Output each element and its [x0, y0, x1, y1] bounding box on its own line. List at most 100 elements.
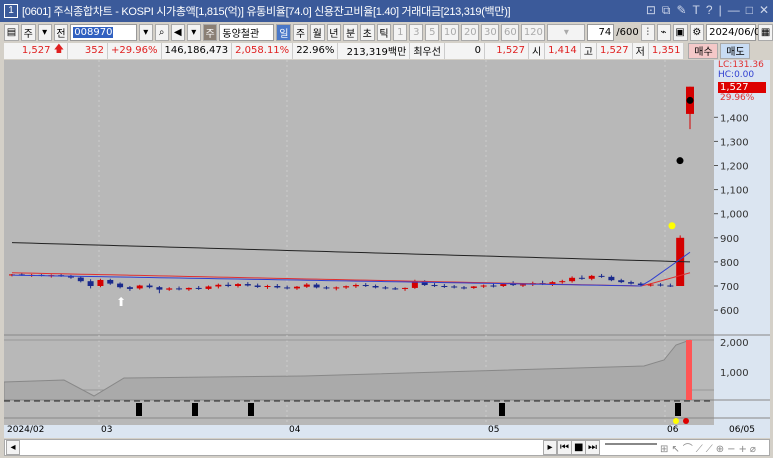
- candle: [166, 288, 173, 290]
- scroll-left-button[interactable]: ◂: [6, 440, 20, 455]
- trade-amount: 213,319백만: [338, 42, 411, 59]
- candle: [598, 275, 605, 277]
- signal-bar: [675, 403, 681, 416]
- candle: [382, 287, 389, 289]
- stock-code-input[interactable]: 008970: [73, 26, 114, 38]
- drawing-tools[interactable]: ⊞↖⌒⟋⟋⊕−+⌀: [660, 444, 759, 455]
- candle: [97, 279, 104, 286]
- candle: [402, 287, 409, 289]
- calendar-icon[interactable]: ▦: [758, 23, 773, 41]
- period-month[interactable]: 월: [309, 23, 325, 41]
- interval-second[interactable]: 초: [359, 23, 375, 41]
- save-icon[interactable]: ▣: [672, 23, 688, 41]
- help-icon[interactable]: ?: [705, 3, 713, 17]
- window-title: [0601] 주식종합차트 - KOSPI 시가총액[1,815(억)] 유통비…: [22, 6, 511, 18]
- candle: [667, 285, 674, 287]
- num-10[interactable]: 10: [441, 23, 460, 41]
- low-value: 1,351: [648, 42, 685, 59]
- date-label: 06/05: [729, 425, 755, 435]
- num-120[interactable]: 120: [521, 23, 546, 41]
- count-input[interactable]: 74: [587, 23, 615, 41]
- edit-icon[interactable]: ✎: [676, 3, 687, 17]
- sell-button[interactable]: 매도: [720, 42, 751, 59]
- speaker-icon[interactable]: ◀: [170, 23, 185, 41]
- volume-rate: 2,058.11%: [232, 42, 294, 59]
- candle: [618, 280, 625, 283]
- candle: [490, 285, 497, 287]
- axis-tick-label: 1,100: [720, 186, 749, 197]
- candle: [421, 281, 428, 286]
- date-input[interactable]: 2024/06/05: [706, 23, 767, 41]
- date-label: 03: [101, 425, 113, 435]
- line-icon[interactable]: ⌁: [656, 23, 671, 41]
- candle: [146, 285, 153, 288]
- candle: [628, 282, 635, 284]
- panel-icon[interactable]: ▤: [4, 23, 19, 41]
- candle: [293, 286, 300, 289]
- candle: [657, 284, 664, 286]
- num-30[interactable]: 30: [481, 23, 500, 41]
- candle: [225, 284, 232, 286]
- candle: [274, 286, 281, 288]
- candle: [185, 287, 192, 290]
- buy-button[interactable]: 매수: [688, 42, 719, 59]
- chart-area[interactable]: 600 700 800 900 1,000 1,100 1,200 1,300 1,400 ⬆ 2,…: [3, 60, 770, 426]
- signal-dot: [668, 222, 676, 230]
- scroll-bar[interactable]: ◂ ▸ ⏮ ■ ⏭ ⊞↖⌒⟋⟋⊕−+⌀: [4, 439, 770, 456]
- date-label: 06: [667, 425, 679, 435]
- layout-icon[interactable]: ⊡: [645, 3, 656, 17]
- gear-icon[interactable]: ⚙: [689, 23, 705, 41]
- best-label: 최우선: [410, 42, 445, 59]
- period-year[interactable]: 년: [326, 23, 342, 41]
- axis-tick-label: 700: [720, 282, 739, 293]
- candle: [313, 284, 320, 288]
- candle: [411, 281, 418, 288]
- search-icon[interactable]: ⌕: [154, 23, 169, 41]
- candle: [480, 285, 487, 287]
- candle-icon[interactable]: ⫶: [640, 23, 655, 41]
- rewind-button[interactable]: ⏮: [557, 440, 572, 455]
- forward-button[interactable]: ⏭: [585, 440, 600, 455]
- maximize-button[interactable]: □: [745, 3, 753, 17]
- num-3[interactable]: 3: [409, 23, 424, 41]
- date-label: 2024/02: [7, 425, 45, 435]
- chevron-down-icon[interactable]: ▾: [37, 23, 52, 41]
- num-20[interactable]: 20: [461, 23, 480, 41]
- text-icon[interactable]: T: [692, 3, 700, 17]
- axis-tick-label: 600: [720, 306, 739, 317]
- num-5[interactable]: 5: [425, 23, 440, 41]
- price-chart[interactable]: 600 700 800 900 1,000 1,100 1,200 1,300 1,400 ⬆ 2,…: [3, 60, 770, 426]
- minimize-button[interactable]: —: [727, 3, 740, 17]
- candle: [569, 277, 576, 282]
- zoom-slider[interactable]: [605, 443, 657, 445]
- high-label: 고: [580, 42, 597, 59]
- stock-name: 동양철관: [219, 23, 275, 41]
- candle: [647, 284, 654, 286]
- num-60[interactable]: 60: [501, 23, 520, 41]
- copy-window-icon[interactable]: ⧉: [661, 3, 671, 17]
- low-label: 저: [632, 42, 649, 59]
- candle: [441, 286, 448, 287]
- market-type-select[interactable]: 주: [20, 23, 36, 41]
- num-1[interactable]: 1: [393, 23, 408, 41]
- interval-minute[interactable]: 분: [343, 23, 358, 41]
- prev-button[interactable]: 전: [53, 23, 69, 41]
- axis-tick-label: 1,000: [720, 210, 749, 221]
- vol-bar: [686, 340, 692, 400]
- period-week[interactable]: 주: [293, 23, 308, 41]
- period-day[interactable]: 일: [276, 23, 292, 41]
- play-button[interactable]: ▸: [543, 440, 557, 455]
- axis-tick-label: 1,400: [720, 113, 749, 124]
- candle: [117, 283, 124, 288]
- candle: [343, 286, 350, 288]
- speaker-dropdown-icon[interactable]: ▾: [186, 23, 201, 41]
- candle: [372, 286, 379, 288]
- candle: [470, 286, 477, 288]
- candle: [264, 286, 271, 287]
- interval-tick[interactable]: 틱: [376, 23, 392, 41]
- signal-dot: [683, 418, 689, 424]
- code-dropdown-icon[interactable]: ▾: [138, 23, 153, 41]
- interval-select[interactable]: ▾: [547, 23, 586, 41]
- close-button[interactable]: ✕: [758, 3, 769, 17]
- window-number: 1: [4, 4, 18, 18]
